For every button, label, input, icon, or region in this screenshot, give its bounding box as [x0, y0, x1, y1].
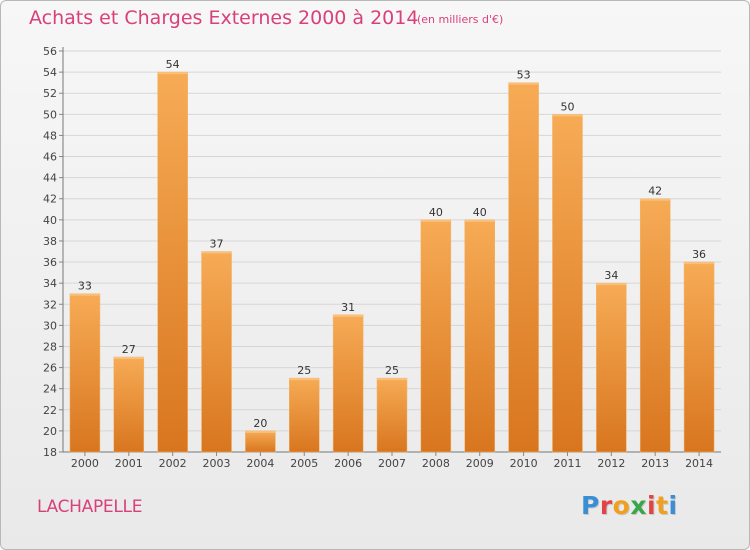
- chart-title: Achats et Charges Externes 2000 à 2014: [29, 7, 419, 29]
- bar-top-highlight: [333, 314, 364, 317]
- bar-value-label: 40: [429, 206, 443, 219]
- bar-top-highlight: [596, 283, 627, 286]
- x-tick-label: 2014: [685, 457, 713, 470]
- y-tick-label: 36: [43, 256, 57, 269]
- bar-top-highlight: [113, 357, 144, 360]
- x-tick-label: 2012: [597, 457, 625, 470]
- bar-top-highlight: [289, 378, 320, 381]
- bar: [289, 377, 320, 453]
- x-tick-label: 2011: [553, 457, 581, 470]
- x-tick-label: 2008: [422, 457, 450, 470]
- bar-value-label: 36: [692, 248, 706, 261]
- x-tick-label: 2002: [159, 457, 187, 470]
- bar-value-label: 50: [560, 100, 574, 113]
- bar-value-label: 25: [297, 364, 311, 377]
- bar-top-highlight: [420, 219, 451, 222]
- bar-value-label: 33: [78, 280, 92, 293]
- bar: [332, 314, 364, 453]
- x-tick-label: 2006: [334, 457, 362, 470]
- x-tick-label: 2000: [71, 457, 99, 470]
- y-tick-label: 38: [43, 235, 57, 248]
- x-tick-label: 2009: [466, 457, 494, 470]
- x-tick-label: 2013: [641, 457, 669, 470]
- y-tick-label: 50: [43, 108, 57, 121]
- bar-top-highlight: [508, 82, 539, 85]
- x-tick-label: 2001: [115, 457, 143, 470]
- y-tick-label: 22: [43, 404, 57, 417]
- y-tick-label: 52: [43, 87, 57, 100]
- x-tick-label: 2003: [203, 457, 231, 470]
- bar-value-label: 54: [166, 58, 180, 71]
- bar: [69, 293, 101, 453]
- bar: [464, 219, 495, 453]
- bar: [552, 114, 583, 453]
- bar-value-label: 40: [473, 206, 487, 219]
- bar-top-highlight: [245, 430, 276, 433]
- x-tick-label: 2004: [246, 457, 274, 470]
- bar-top-highlight: [684, 262, 715, 265]
- y-tick-label: 18: [43, 446, 57, 459]
- bar-top-highlight: [552, 114, 583, 117]
- bar: [376, 377, 408, 453]
- y-tick-label: 20: [43, 425, 57, 438]
- y-tick-label: 30: [43, 319, 57, 332]
- y-tick-label: 40: [43, 214, 57, 227]
- bar: [201, 251, 232, 453]
- bar-top-highlight: [157, 72, 188, 75]
- commune-name: LACHAPELLE: [37, 497, 143, 517]
- y-tick-label: 48: [43, 129, 57, 142]
- bar: [639, 198, 671, 453]
- logo-letter: t: [656, 491, 669, 520]
- y-tick-label: 34: [43, 277, 57, 290]
- logo-letter: x: [630, 491, 647, 520]
- x-tick-label: 2005: [290, 457, 318, 470]
- logo-letter: r: [599, 491, 613, 520]
- bar-value-label: 34: [604, 269, 618, 282]
- proxiti-logo: Proxiti: [581, 491, 678, 520]
- bar: [245, 430, 276, 453]
- bar-value-label: 25: [385, 364, 399, 377]
- bar-value-label: 37: [210, 238, 224, 251]
- y-tick-label: 24: [43, 383, 57, 396]
- logo-letter: i: [647, 491, 657, 520]
- y-tick-label: 54: [43, 66, 57, 79]
- bar-value-label: 53: [517, 69, 531, 82]
- bar-top-highlight: [201, 251, 232, 254]
- y-tick-label: 42: [43, 193, 57, 206]
- x-tick-label: 2010: [510, 457, 538, 470]
- bar: [420, 219, 452, 453]
- bar-value-label: 20: [253, 417, 267, 430]
- logo-letter: o: [612, 491, 631, 520]
- y-tick-label: 44: [43, 172, 57, 185]
- logo-letter: i: [668, 491, 678, 520]
- x-tick-label: 2007: [378, 457, 406, 470]
- bar: [113, 356, 145, 453]
- y-tick-label: 32: [43, 298, 57, 311]
- bar-top-highlight: [69, 293, 100, 296]
- bar: [508, 82, 539, 453]
- bar-value-label: 42: [648, 185, 662, 198]
- bar-top-highlight: [640, 198, 671, 201]
- bar-value-label: 27: [122, 343, 136, 356]
- bar: [157, 71, 188, 453]
- y-tick-label: 56: [43, 45, 57, 58]
- bar-value-label: 31: [341, 301, 355, 314]
- logo-letter: P: [581, 491, 600, 520]
- chart-subtitle: (en milliers d'€): [417, 13, 504, 26]
- bar: [683, 261, 715, 453]
- bar-top-highlight: [464, 219, 495, 222]
- y-tick-label: 26: [43, 362, 57, 375]
- bar-top-highlight: [377, 378, 407, 381]
- y-tick-label: 46: [43, 151, 57, 164]
- y-tick-label: 28: [43, 340, 57, 353]
- bar: [596, 282, 627, 453]
